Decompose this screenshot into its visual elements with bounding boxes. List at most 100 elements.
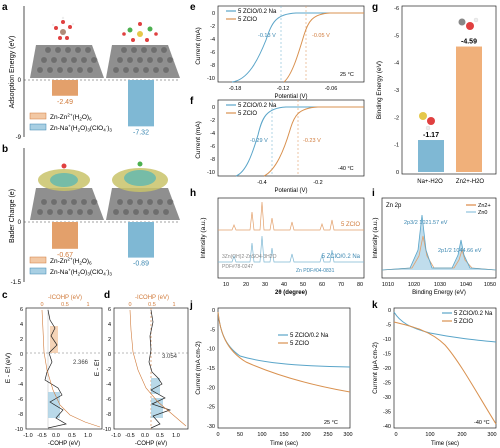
panel-i: i Zn 2p 2p3/2 1021.57 eV 2p1/2 1044.66 e… [372,188,497,296]
k-ytick: -30 [383,395,391,401]
b-value-zn: -0.67 [57,252,73,259]
panel-f: f 5 ZClO/0.2 Na 5 ZClO -0.29 V -0.23 V -… [190,96,365,194]
k-ytick: -35 [383,410,391,416]
g-ytick: -5 [394,33,399,39]
c-top-tick-0: 0 [40,302,43,308]
g-bar-zn [456,46,482,172]
d-xtick-0: -1.0 [111,433,120,439]
e-xlabel: Potential (V) [274,94,307,100]
j-xtick-0: 0 [216,432,219,438]
i-envelope [381,214,497,271]
h-xtick-6: 70 [338,282,344,288]
svg-text:Zn-Na+(H2O)3(ClO4-)3: Zn-Na+(H2O)3(ClO4-)3 [50,124,112,133]
k-ytick: -5 [386,323,391,329]
k-temperature: -40 °C [474,420,490,426]
a-bar-na [128,80,154,127]
svg-text:Zn-Zn2+(H2O)6: Zn-Zn2+(H2O)6 [50,257,92,266]
d-ytick-2: 2 [108,337,111,343]
h-xtick-4: 50 [300,282,306,288]
c-bonding-fill [48,392,60,418]
k-line-na [393,311,497,343]
a-ytick-0: 0 [18,78,22,84]
d-icohp-curve [129,309,187,427]
k-ytick: -40 [383,424,391,430]
g-bar-na [418,140,444,172]
svg-text:Zn-Na+(H2O)3(ClO4-)3: Zn-Na+(H2O)3(ClO4-)3 [50,268,112,277]
a-slab-left [30,16,104,78]
d-annotation: 3.054 [162,354,178,360]
i-legend-zn0: Zn0 [478,210,487,216]
k-xtick-0: 0 [394,432,397,438]
c-xtick-3: 0.5 [68,433,76,439]
d-bonding-fill [151,378,160,394]
d-xtick-3: 0.5 [156,433,164,439]
k-ytick: -15 [383,352,391,358]
panel-d: d -ICOHP (eV) 0 0.5 1 3.054 E - Ef 6 4 2… [94,290,189,447]
j-line-na [217,311,351,368]
f-xtick-0: -0.4 [257,180,266,186]
k-xtick-3: 300 [487,432,496,438]
e-ytick-3: -6 [210,50,215,56]
j-xtick-1: 50 [237,432,243,438]
k-line-zclo [393,321,497,425]
g-category-na: Na+-H2O [417,179,443,185]
panel-h: h 5 ZClO 5 ZClO/0.2 Na 3Zn(OH)2·ZnSO4·3H… [190,188,365,296]
panel-c: c -ICOHP (eV) 0 0.5 1 2.366 E - Ef (eV) … [2,290,103,447]
i-xtick-2: 1030 [434,282,446,288]
k-xtick-2: 200 [457,432,466,438]
d-ylabel: E - Ef [94,360,101,376]
f-annotation-na: -0.29 V [250,138,268,144]
c-icohp-curve [41,309,101,428]
h-xtick-3: 40 [281,282,287,288]
j-xtick-5: 250 [323,432,332,438]
b-ylabel: Bader Charge (e) [9,189,16,243]
f-ytick-4: -8 [210,157,215,163]
g-ytick: -1 [394,143,399,149]
f-ytick-0: 0 [212,105,215,111]
c-top-tick-1: 0.5 [61,302,69,308]
a-molecule-right-icon [122,22,158,42]
d-top-tick-2: 1 [172,302,175,308]
j-line-zclo [217,311,351,393]
panel-b: b Bader Charge (e) 0 -1.5 [2,144,180,286]
j-ytick: 0 [212,308,215,314]
a-value-zn: -2.49 [57,99,73,106]
panel-letter-b: b [2,144,8,155]
j-ytick: -5 [210,327,215,333]
f-ytick-5: -10 [207,170,215,176]
svg-text:Zn-Zn2+(H2O)6: Zn-Zn2+(H2O)6 [50,113,92,122]
f-legend-na: 5 ZClO/0.2 Na [238,103,277,109]
b-ytick-1: -1.5 [11,280,22,286]
e-annotation-na: -0.13 V [258,33,276,39]
e-xtick-0: -0.18 [229,86,242,92]
d-top-tick-0: 0 [128,302,131,308]
d-ytick-1: 4 [108,322,111,328]
c-ytick-3: 0 [20,352,23,358]
d-ytick-0: 6 [108,307,111,313]
e-line-zclo [283,12,364,83]
j-legend-zclo: 5 ZClO [290,341,309,347]
c-ylabel: E - Ef (eV) [5,353,12,383]
b-bar-zn [52,222,78,249]
panel-letter-e: e [190,2,196,13]
i-ylabel: Intensity (a.u.) [372,217,379,258]
e-ytick-5: -10 [207,76,215,82]
d-ytick-6: -6 [106,397,111,403]
panel-letter-f: f [190,96,194,107]
g-ytick: -6 [394,6,399,12]
f-line-zclo [263,106,364,177]
c-top-tick-2: 1 [86,302,89,308]
j-temperature: 25 °C [324,420,338,426]
i-xtick-3: 1040 [460,282,472,288]
e-ytick-4: -8 [210,63,215,69]
k-ylabel: Current (μA cm-2) [372,342,379,394]
a-molecule-left-icon [51,16,75,40]
h-ref-phase: 3Zn(OH)2·ZnSO4·3H2O [222,254,277,260]
e-ylabel: Current (mA) [195,27,202,65]
f-xlabel: Potential (V) [274,188,307,194]
k-xlabel: Time (sec) [431,441,459,447]
b-bar-na [128,222,154,258]
j-ylabel: Current (mA cm-2) [195,341,202,394]
k-legend-zclo: 5 ZClO [454,319,473,325]
d-top-tick-1: 0.5 [148,302,156,308]
